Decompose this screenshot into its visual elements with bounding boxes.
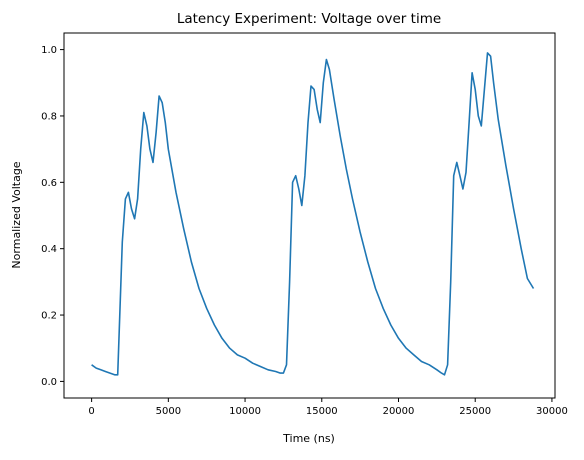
y-tick-label: 0.4 xyxy=(41,244,57,255)
x-tick-label: 0 xyxy=(88,406,94,417)
y-tick-label: 0.8 xyxy=(41,111,57,122)
y-tick-label: 1.0 xyxy=(41,45,57,56)
x-tick-label: 5000 xyxy=(156,406,181,417)
y-tick-label: 0.6 xyxy=(41,178,57,189)
plot-frame xyxy=(63,32,556,399)
chart-title: Latency Experiment: Voltage over time xyxy=(177,11,441,27)
x-tick-label: 10000 xyxy=(229,406,261,417)
x-axis-label: Time (ns) xyxy=(282,432,335,445)
x-axis: 0 5000 10000 15000 20000 25000 30000 xyxy=(88,398,568,417)
voltage-series-line xyxy=(91,52,535,376)
x-tick-label: 15000 xyxy=(306,406,338,417)
x-tick-label: 25000 xyxy=(459,406,491,417)
y-tick-label: 0.2 xyxy=(41,311,57,322)
y-tick-label: 0.0 xyxy=(41,377,57,388)
y-axis: 0.0 0.2 0.4 0.6 0.8 1.0 xyxy=(41,45,64,388)
x-tick-label: 30000 xyxy=(536,406,568,417)
x-tick-label: 20000 xyxy=(383,406,415,417)
y-axis-label: Normalized Voltage xyxy=(10,161,23,268)
